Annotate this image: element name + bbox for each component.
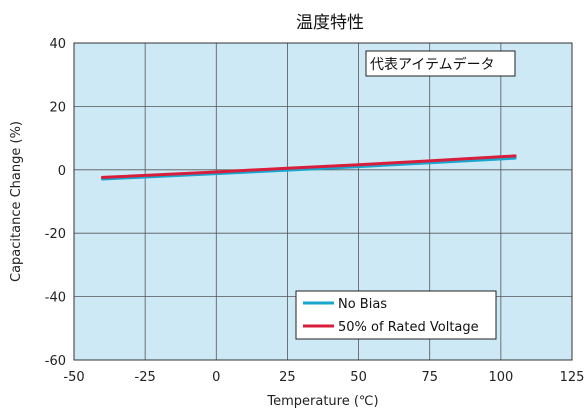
legend-frame xyxy=(295,290,497,340)
y-tick-label: -60 xyxy=(45,354,66,369)
y-axis-ticks: -60 -40 -20 0 20 40 xyxy=(45,37,66,369)
y-tick-label: -20 xyxy=(45,227,66,242)
x-tick-label: 100 xyxy=(488,370,513,385)
x-axis-ticks: -50 -25 0 25 50 75 100 125 xyxy=(63,370,584,385)
y-tick-label: 40 xyxy=(49,37,66,52)
annotation-frame xyxy=(365,50,516,77)
x-tick-label: 125 xyxy=(560,370,585,385)
legend: No Bias 50% of Rated Voltage xyxy=(295,290,497,340)
x-tick-label: -25 xyxy=(135,370,156,385)
y-tick-label: 20 xyxy=(49,100,66,115)
annotation-text: 代表アイテムデータ xyxy=(370,56,495,73)
x-tick-label: -50 xyxy=(63,370,84,385)
annotation-box: 代表アイテムデータ xyxy=(365,50,516,77)
legend-label-rated-voltage: 50% of Rated Voltage xyxy=(338,320,479,335)
x-axis-label: Temperature (℃) xyxy=(266,394,378,409)
y-tick-label: 0 xyxy=(58,164,66,179)
series-layer xyxy=(101,154,517,181)
y-axis-label: Capacitance Change (%) xyxy=(9,121,24,282)
y-tick-label: -40 xyxy=(45,291,66,306)
series-line-0 xyxy=(101,156,517,181)
series-line-1 xyxy=(101,154,517,179)
x-tick-label: 75 xyxy=(421,370,438,385)
chart-title: 温度特性 xyxy=(296,13,364,33)
legend-label-no-bias: No Bias xyxy=(338,297,387,312)
x-tick-label: 0 xyxy=(212,370,220,385)
x-tick-label: 25 xyxy=(279,370,296,385)
x-tick-label: 50 xyxy=(350,370,367,385)
plot-frame xyxy=(73,42,573,361)
